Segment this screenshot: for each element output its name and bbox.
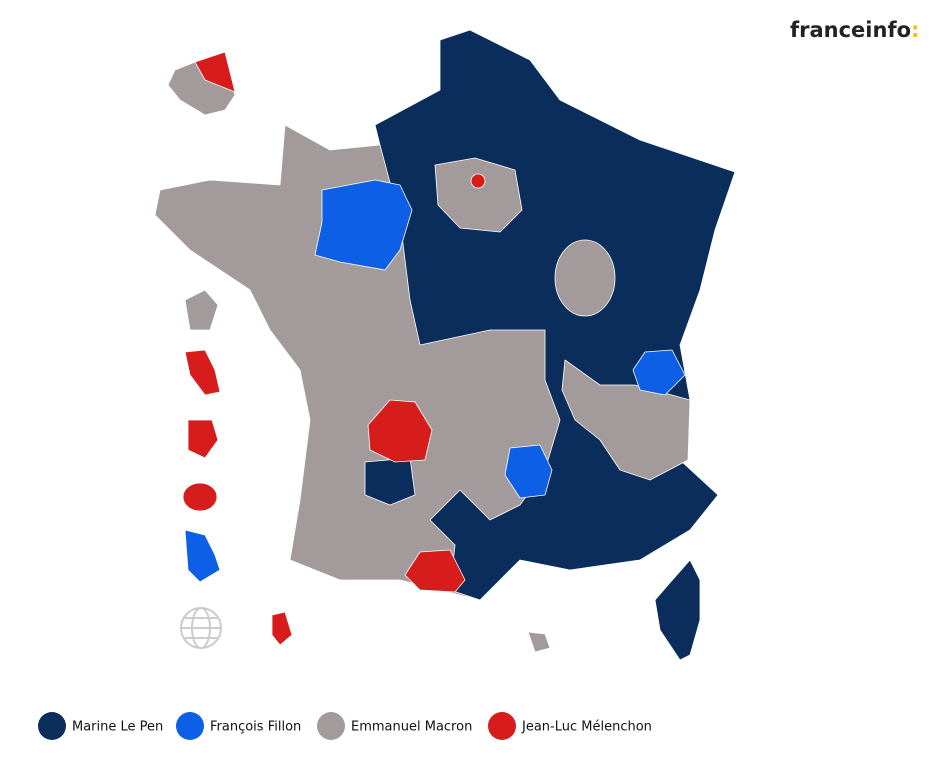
legend-label: Emmanuel Macron	[351, 720, 472, 735]
legend-swatch	[176, 712, 204, 740]
legend-label: Marine Le Pen	[72, 720, 163, 735]
region	[434, 157, 523, 233]
globe-icon	[180, 607, 222, 649]
region	[367, 399, 433, 463]
region	[182, 482, 218, 512]
region	[364, 457, 416, 506]
brand-suffix: :	[911, 18, 919, 42]
legend: Marine Le Pen François Fillon Emmanuel Mac…	[38, 712, 652, 740]
legend-label: François Fillon	[210, 720, 301, 735]
region	[194, 51, 236, 93]
brand: franceinfo:	[790, 18, 919, 42]
region	[184, 529, 221, 583]
region	[654, 559, 701, 661]
region	[184, 349, 221, 396]
region	[184, 289, 219, 331]
region	[527, 631, 551, 653]
region	[271, 611, 293, 646]
region	[504, 444, 553, 499]
legend-label: Jean-Luc Mélenchon	[521, 720, 652, 735]
region	[561, 359, 691, 481]
region	[187, 419, 219, 459]
region	[314, 179, 413, 271]
legend-swatch	[488, 712, 516, 740]
region	[404, 549, 466, 593]
region	[632, 349, 686, 396]
legend-swatch	[317, 712, 345, 740]
regions	[154, 29, 736, 661]
brand-name: franceinfo	[790, 18, 911, 42]
legend-swatch	[38, 712, 66, 740]
region	[470, 173, 486, 189]
region	[554, 239, 616, 317]
